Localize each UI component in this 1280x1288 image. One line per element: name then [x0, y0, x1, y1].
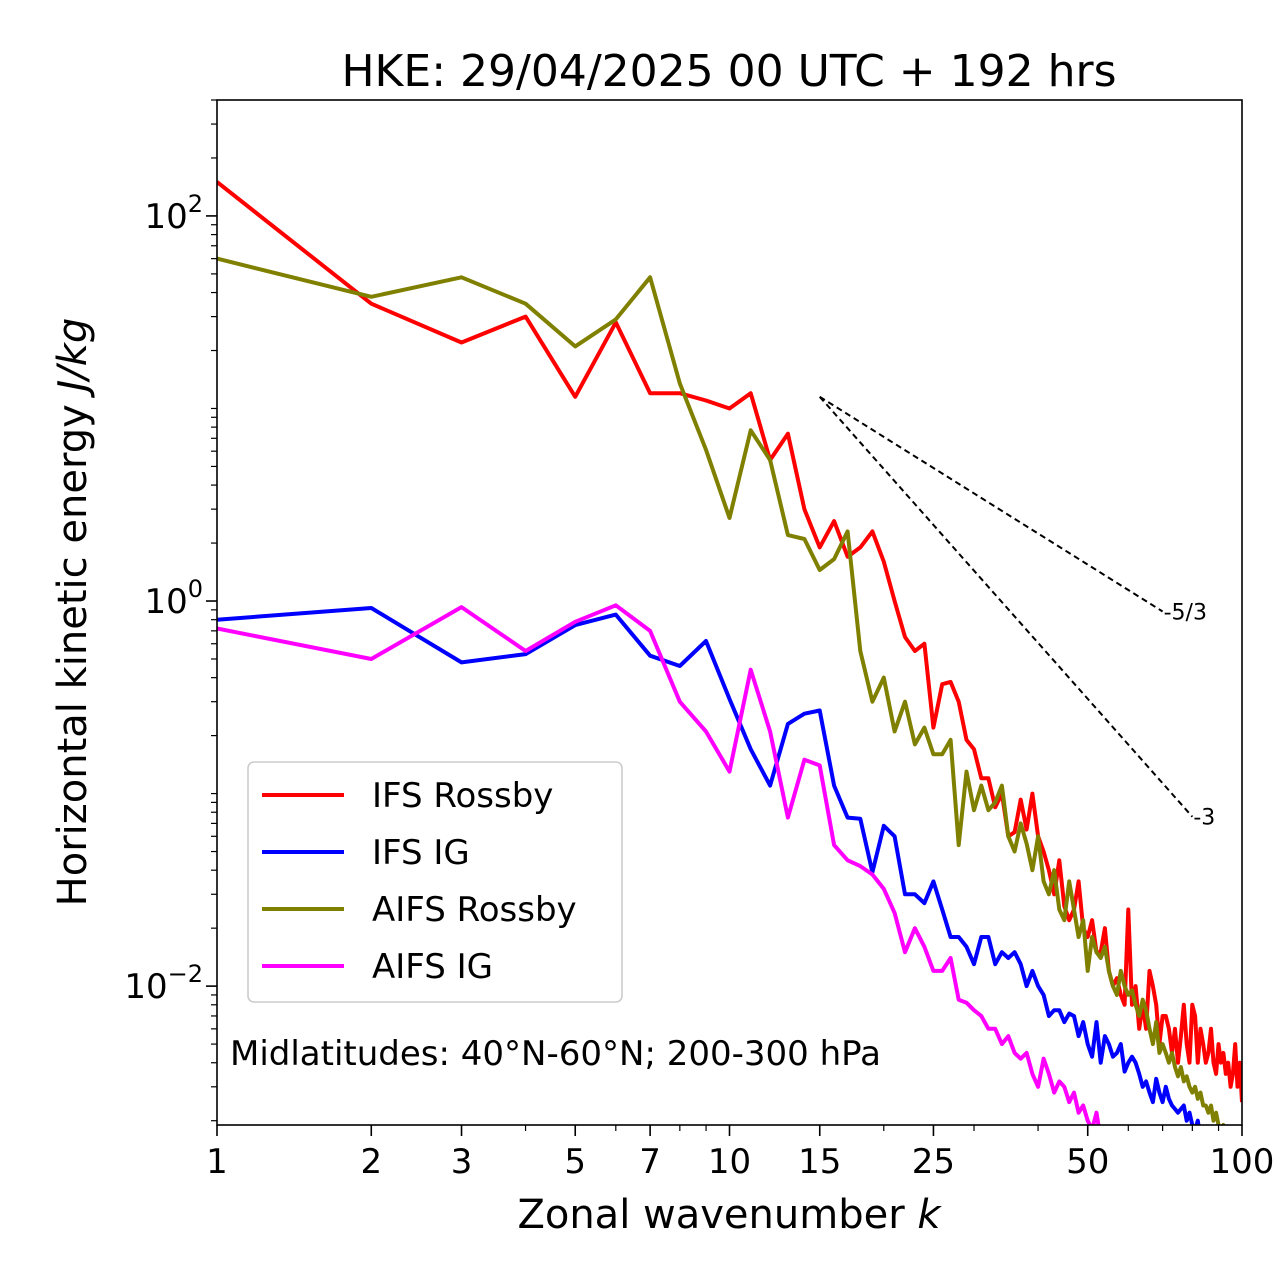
- reference-line-1: [818, 396, 1194, 818]
- x-tick-label: 15: [798, 1142, 841, 1182]
- x-tick-label: 3: [451, 1142, 473, 1182]
- region-annotation: Midlatitudes: 40°N-60°N; 200-300 hPa: [230, 1034, 881, 1074]
- legend-label-0: IFS Rossby: [372, 776, 553, 816]
- series-line-3: [217, 603, 1101, 1125]
- series-line-2: [217, 256, 1226, 1125]
- y-tick-label: 10−2: [124, 960, 203, 1007]
- legend-label-2: AIFS Rossby: [372, 890, 577, 930]
- chart-title: HKE: 29/04/2025 00 UTC + 192 hrs: [341, 46, 1116, 97]
- y-axis-label-text: Horizontal kinetic energy: [50, 404, 96, 906]
- x-tick-label: 2: [360, 1142, 382, 1182]
- reference-line-label-0: -5/3: [1164, 600, 1207, 625]
- reference-line-0: [819, 395, 1164, 613]
- legend: IFS Rossby IFS IG AIFS Rossby AIFS IG: [247, 761, 623, 1003]
- series-line-1: [217, 606, 1201, 1125]
- x-tick-label: 1: [206, 1142, 228, 1182]
- series-line-0: [217, 180, 1242, 1103]
- y-axis-ticks: 102 100 10−2: [124, 99, 217, 1122]
- x-axis-label: Zonal wavenumber k: [517, 1192, 942, 1238]
- x-tick-label: 25: [912, 1142, 955, 1182]
- x-tick-label: 10: [708, 1142, 751, 1182]
- x-tick-label: 50: [1066, 1142, 1109, 1182]
- x-tick-label: 5: [564, 1142, 586, 1182]
- y-axis-label-unit: J/kg: [50, 318, 96, 399]
- x-tick-label: 7: [639, 1142, 661, 1182]
- x-tick-label: 100: [1210, 1142, 1275, 1182]
- x-axis-ticks: 1 2 3 5 7 10 15 25 50 100: [206, 1125, 1274, 1182]
- reference-line-label-1: -3: [1193, 806, 1215, 831]
- y-tick-label: 102: [144, 190, 203, 237]
- y-tick-label: 100: [144, 575, 203, 622]
- x-axis-label-text: Zonal wavenumber: [517, 1192, 905, 1238]
- reference-lines: -5/3 -3: [818, 395, 1215, 831]
- y-axis-label: Horizontal kinetic energy J/kg: [50, 318, 96, 907]
- legend-label-1: IFS IG: [372, 833, 470, 873]
- series-layer: [217, 180, 1242, 1125]
- legend-label-3: AIFS IG: [372, 947, 493, 987]
- x-axis-label-symbol: k: [917, 1192, 942, 1238]
- legend-box: [247, 761, 623, 1003]
